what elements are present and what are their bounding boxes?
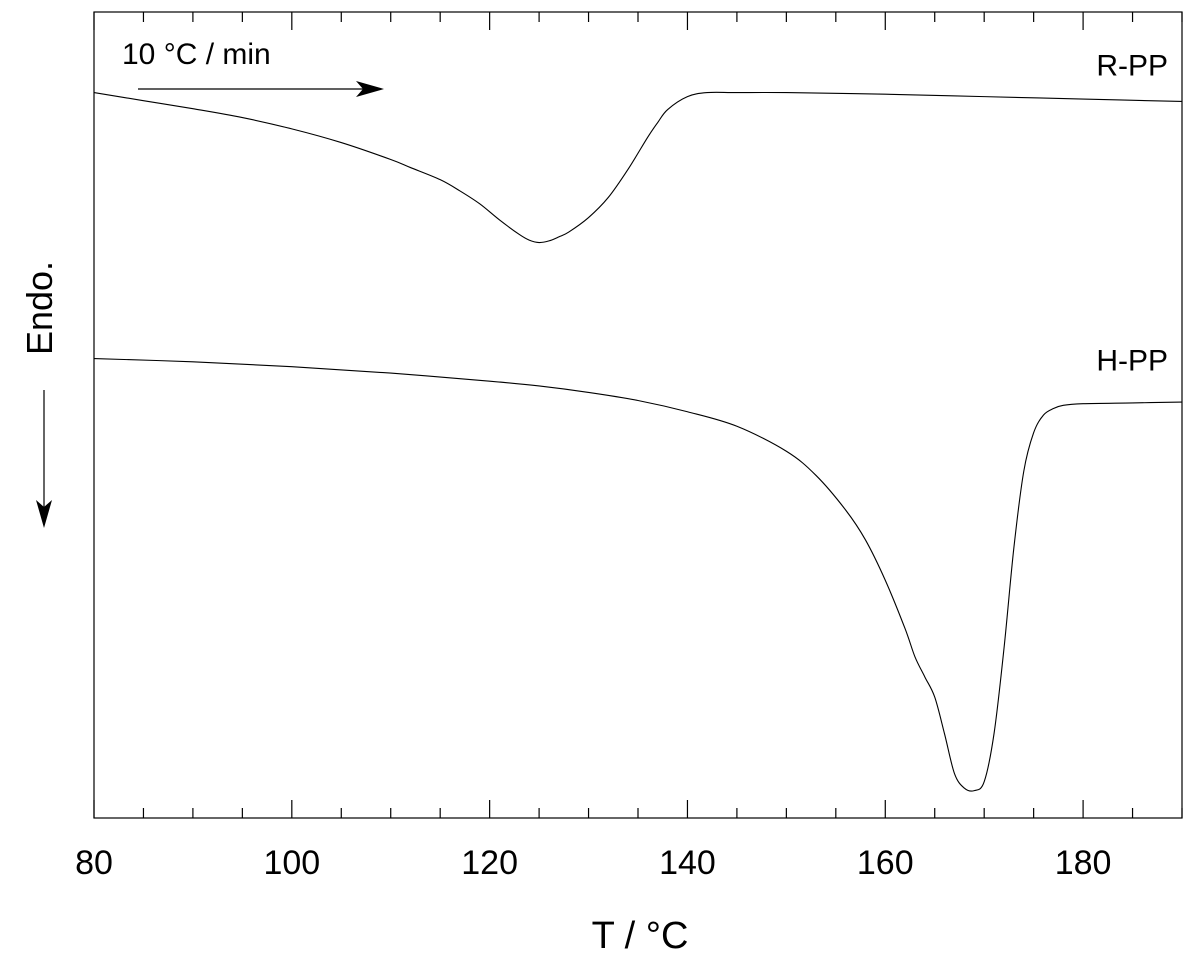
series-label-r-pp: R-PP	[1096, 49, 1168, 82]
series-labels: R-PP H-PP	[1096, 49, 1168, 377]
x-axis-ticks	[93, 12, 1183, 818]
rate-annotation: 10 °C / min	[122, 38, 271, 71]
series-label-h-pp: H-PP	[1096, 345, 1168, 378]
x-tick-label: 80	[75, 844, 113, 882]
series-line-r-pp	[93, 91, 1183, 244]
series-line-h-pp	[93, 358, 1183, 792]
endo-direction-arrow	[36, 390, 52, 528]
plot-frame	[93, 11, 1183, 819]
x-axis-tick-labels: 80 100 120 140 160 180	[75, 844, 1111, 882]
x-tick-label: 160	[857, 844, 914, 882]
x-tick-label: 100	[263, 844, 320, 882]
x-tick-label: 120	[461, 844, 518, 882]
series-lines	[93, 91, 1183, 792]
x-axis-title: T / °C	[592, 915, 689, 957]
y-axis-title: Endo.	[19, 261, 60, 355]
heating-direction-arrow	[138, 81, 384, 97]
x-tick-label: 140	[659, 844, 716, 882]
x-tick-label: 180	[1055, 844, 1112, 882]
